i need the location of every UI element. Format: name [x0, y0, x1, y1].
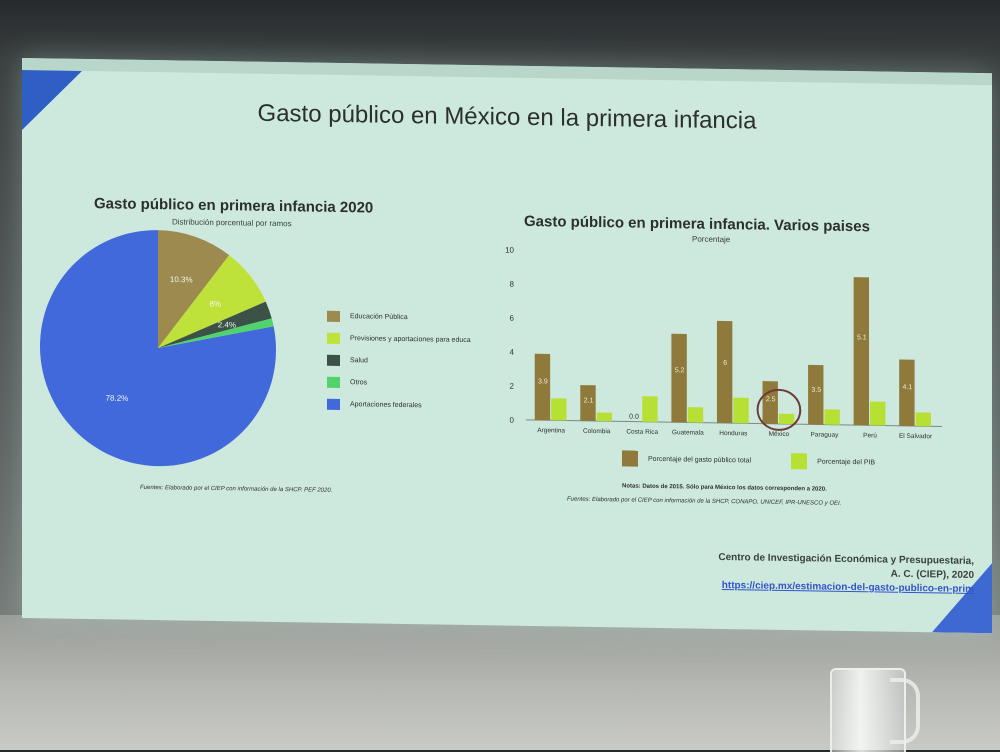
bar-value-label: 2.5 [766, 396, 776, 403]
app-menubar [22, 58, 992, 85]
bar-pib-2 [642, 396, 657, 422]
pie-chart: 10.3% 8% 2.4% 78.2% [28, 226, 288, 480]
bar-gasto-total-6 [808, 365, 823, 425]
x-tick-label: Honduras [719, 430, 748, 437]
pie-slice-4 [40, 228, 276, 468]
bar-gasto-total-0 [535, 354, 550, 421]
bar-source-note: Fuentes: Elaborado por el CIEP con infor… [567, 497, 841, 507]
credit-link[interactable]: https://ciep.mx/estimacion-del-gasto-pub… [718, 579, 974, 597]
bar-pib-6 [824, 409, 839, 425]
bar-gasto-total-3 [671, 334, 686, 423]
legend-label: Porcentaje del PIB [817, 458, 875, 466]
x-tick-label: El Salvador [899, 433, 933, 441]
bar-chart-title: Gasto público en primera infancia. Vario… [524, 213, 870, 235]
legend-label: Otros [350, 379, 367, 386]
x-tick-label: Paraguay [811, 431, 840, 438]
x-tick-label: Perú [863, 432, 877, 439]
bar-pib-8 [916, 412, 931, 426]
bar-value-label: 3.5 [811, 387, 821, 394]
bar-value-label: 5.2 [675, 367, 685, 374]
bar-legend-item: Porcentaje del PIB [791, 453, 875, 470]
pie-chart-subtitle: Distribución porcentual por ramos [172, 217, 292, 228]
pitcher-handle [890, 678, 920, 744]
bar-gasto-total-7 [854, 277, 869, 425]
bar-gasto-total-8 [899, 359, 914, 426]
pie-chart-title: Gasto público en primera infancia 2020 [94, 195, 373, 216]
legend-swatch [791, 453, 807, 469]
pie-legend-item: Educación Pública [327, 305, 471, 329]
bar-notes: Notas: Datos de 2015. Sólo para México l… [622, 483, 827, 492]
pie-legend-item: Previsiones y aportaciones para educa [327, 327, 471, 351]
projected-slide: Gasto público en México en la primera in… [22, 58, 992, 633]
bar-legend-item: Porcentaje del gasto público total [622, 450, 751, 468]
x-tick-label: Colombia [583, 428, 611, 435]
bar-value-label: 6 [723, 360, 727, 367]
y-tick-label: 4 [510, 348, 515, 357]
x-tick-label: Guatemala [672, 429, 704, 437]
legend-swatch [622, 450, 638, 466]
y-tick-label: 0 [510, 416, 515, 425]
legend-label: Porcentaje del gasto público total [648, 455, 751, 464]
y-tick-label: 10 [505, 246, 514, 255]
y-tick-label: 8 [510, 280, 515, 289]
pie-slice-label-2: 2.4% [218, 320, 236, 329]
bar-pib-7 [870, 402, 885, 426]
bar-value-label: 5.1 [857, 334, 867, 341]
x-tick-label: Argentina [537, 427, 565, 434]
bar-value-label: 0.0 [629, 414, 639, 421]
legend-swatch [327, 398, 340, 409]
legend-swatch [327, 332, 340, 343]
y-tick-label: 6 [510, 314, 515, 323]
bar-pib-5 [779, 414, 794, 424]
credit-block: Centro de Investigación Económica y Pres… [718, 551, 974, 597]
bar-pib-4 [733, 398, 748, 424]
legend-label: Aportaciones federales [350, 401, 422, 409]
pie-slice-label-4: 78.2% [106, 394, 129, 403]
y-tick-label: 2 [510, 382, 515, 391]
legend-swatch [327, 310, 340, 321]
legend-swatch [327, 376, 340, 387]
bar-pib-1 [597, 413, 612, 422]
pie-legend-item: Salud [327, 349, 471, 373]
bar-pib-3 [688, 407, 703, 423]
pie-slice-label-0: 10.3% [170, 275, 193, 284]
slide-title: Gasto público en México en la primera in… [22, 96, 992, 139]
x-tick-label: Costa Rica [626, 428, 658, 436]
bar-chart: 0 2 4 6 8 10 3.9 Argentina 2.1 Colombia 0.0 Costa R… [482, 237, 952, 484]
x-tick-label: México [769, 431, 790, 438]
legend-label: Previsiones y aportaciones para educa [350, 335, 471, 344]
bar-pib-0 [551, 398, 566, 420]
bar-value-label: 2.1 [584, 397, 594, 404]
bar-gasto-total-4 [717, 321, 732, 423]
pie-slice-label-1: 8% [209, 299, 221, 308]
bar-value-label: 4.1 [903, 384, 913, 391]
pie-source-note: Fuentes: Elaborado por el CIEP con infor… [140, 485, 332, 494]
legend-swatch [327, 354, 340, 365]
legend-label: Salud [350, 357, 368, 364]
pie-legend-item: Otros [327, 371, 471, 395]
pie-legend-item: Aportaciones federales [327, 393, 471, 417]
pie-legend: Educación Pública Previsiones y aportacio… [327, 305, 471, 417]
bar-value-label: 3.9 [538, 378, 548, 385]
legend-label: Educación Pública [350, 313, 408, 321]
